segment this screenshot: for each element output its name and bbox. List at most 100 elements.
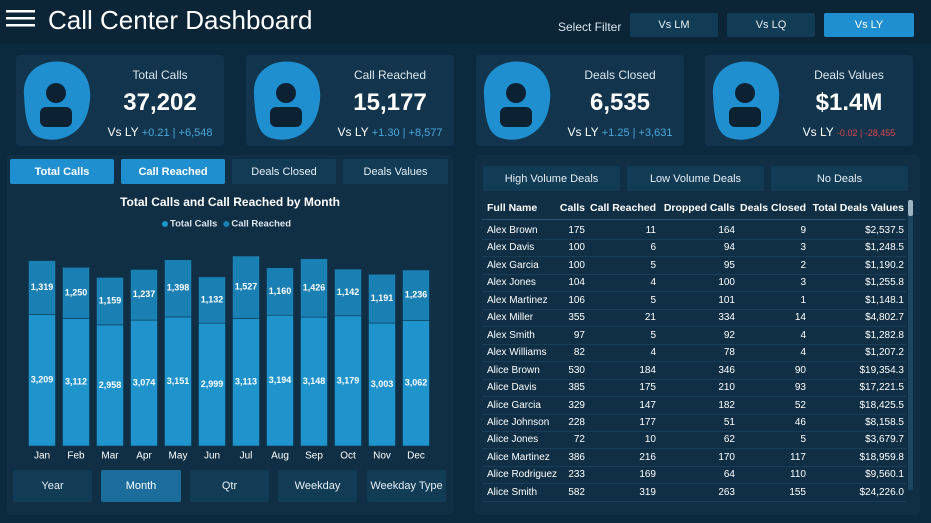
table-cell: 100 xyxy=(568,259,585,271)
column-header: Full Name xyxy=(487,202,538,214)
table-cell: $19,354.3 xyxy=(859,364,905,376)
bar-segment xyxy=(198,276,226,324)
table-row: Alex Martinez 106 5 101 1 $1,148.1 xyxy=(482,292,906,310)
bar-segment xyxy=(96,324,124,447)
x-tick-label: Feb xyxy=(67,451,85,462)
scrollbar-track xyxy=(908,200,913,490)
table-cell: Alice Rodriguez xyxy=(487,469,558,481)
table-cell: 5 xyxy=(800,434,806,446)
table-cell: 170 xyxy=(718,451,735,463)
bar-segment xyxy=(402,269,430,321)
table-cell: $18,959.8 xyxy=(859,451,905,463)
table-cell: $1,248.5 xyxy=(865,242,904,254)
table-cell: 6 xyxy=(650,242,656,254)
chart-tab[interactable]: Total Calls xyxy=(10,159,114,184)
table-cell: 82 xyxy=(573,347,585,359)
page-title: Call Center Dashboard xyxy=(48,5,313,35)
bar-segment xyxy=(28,260,56,315)
table-row: Alice Smith 582 319 263 155 $24,226.0 xyxy=(482,484,906,502)
table-cell: 5 xyxy=(650,259,656,271)
table-cell: 184 xyxy=(639,364,656,376)
filter-button[interactable]: Vs LM xyxy=(630,13,718,37)
table-row: Alice Jones 72 10 62 5 $3,679.7 xyxy=(482,431,906,450)
table-tab[interactable]: Low Volume Deals xyxy=(627,166,764,191)
legend-marker xyxy=(223,221,230,227)
legend-label: Call Reached xyxy=(231,219,291,230)
bar-segment xyxy=(266,314,294,447)
bar-segment xyxy=(334,268,362,317)
table-cell: 334 xyxy=(718,312,735,324)
kpi-compare-label: Vs LY xyxy=(337,125,369,139)
kpi-value: 6,535 xyxy=(589,89,651,116)
bar-segment xyxy=(232,318,260,447)
period-button[interactable]: Month xyxy=(101,470,181,502)
header-divider xyxy=(482,219,906,220)
table-cell: Alice Jones xyxy=(487,434,539,446)
bar-value-label: 1,527 xyxy=(235,282,258,292)
bar-segment xyxy=(62,267,90,319)
table-cell: 155 xyxy=(789,486,806,498)
table-cell: 94 xyxy=(723,242,735,254)
bar-value-label: 1,191 xyxy=(371,293,394,303)
chart-tab[interactable]: Deals Closed xyxy=(232,159,336,184)
kpi-icon xyxy=(253,61,321,140)
table-cell: Alex Miller xyxy=(487,312,534,324)
bar-segment xyxy=(334,315,362,447)
column-header: Deals Closed xyxy=(740,202,806,214)
kpi-compare: Vs LY +0.21 | +6,548 xyxy=(96,125,224,139)
bar-segment xyxy=(62,318,90,447)
kpi-compare-label: Vs LY xyxy=(802,125,834,139)
x-tick-label: Aug xyxy=(271,451,289,462)
table-cell: 52 xyxy=(794,399,806,411)
bar-segment xyxy=(368,322,396,447)
bar-value-label: 3,179 xyxy=(337,375,360,385)
period-button[interactable]: Weekday Type xyxy=(367,470,446,502)
table-cell: $24,226.0 xyxy=(859,486,905,498)
table-cell: 4 xyxy=(800,347,806,359)
scrollbar-thumb[interactable] xyxy=(908,200,913,216)
bar-segment xyxy=(130,319,158,447)
kpi-title: Call Reached xyxy=(353,68,427,82)
period-button[interactable]: Qtr xyxy=(190,470,269,502)
chart-tab[interactable]: Call Reached xyxy=(121,159,225,184)
table-cell: 4 xyxy=(800,329,806,341)
bar-value-label: 3,209 xyxy=(31,375,54,385)
table-cell: Alice Smith xyxy=(487,486,538,498)
table-cell: $9,560.1 xyxy=(865,469,904,481)
table-cell: $1,255.8 xyxy=(865,277,904,289)
table-row: Alex Miller 355 21 334 14 $4,802.7 xyxy=(482,309,906,328)
chart-title: Total Calls and Call Reached by Month xyxy=(120,195,340,209)
table-cell: 21 xyxy=(644,312,656,324)
table-cell: 5 xyxy=(650,329,656,341)
period-button[interactable]: Year xyxy=(13,470,92,502)
table-tab[interactable]: No Deals xyxy=(771,166,908,191)
x-tick-label: Jun xyxy=(204,451,220,462)
bar-segment xyxy=(164,259,192,318)
table-row: Alice Garcia 329 147 182 52 $18,425.5 xyxy=(482,397,906,415)
table-cell: 64 xyxy=(723,469,735,481)
column-header: Call Reached xyxy=(590,202,656,214)
table-cell: Alex Martinez xyxy=(487,294,548,306)
kpi-compare: Vs LY +1.30 | +8,577 xyxy=(326,125,454,139)
menu-icon[interactable] xyxy=(6,10,36,28)
bar-value-label: 1,250 xyxy=(65,287,88,297)
kpi-change: +0.21 | +6,548 xyxy=(141,127,213,139)
table-cell: $2,537.5 xyxy=(865,225,904,236)
table-cell: 530 xyxy=(568,364,585,376)
table-cell: 97 xyxy=(573,329,585,341)
bar-segment xyxy=(198,322,226,447)
kpi-value: 37,202 xyxy=(123,89,197,116)
table-cell: $17,221.5 xyxy=(859,382,905,394)
kpi-title: Deals Values xyxy=(814,68,884,82)
x-tick-label: Nov xyxy=(373,451,391,462)
table-cell: $1,148.1 xyxy=(865,294,904,306)
period-button[interactable]: Weekday xyxy=(278,470,357,502)
chart-tab[interactable]: Deals Values xyxy=(343,159,448,184)
x-tick-label: Mar xyxy=(101,451,119,462)
x-tick-label: Oct xyxy=(340,451,356,462)
table-tab[interactable]: High Volume Deals xyxy=(483,166,620,191)
table-cell: 5 xyxy=(650,294,656,306)
filter-button[interactable]: Vs LY xyxy=(824,13,914,37)
filter-button[interactable]: Vs LQ xyxy=(727,13,815,37)
